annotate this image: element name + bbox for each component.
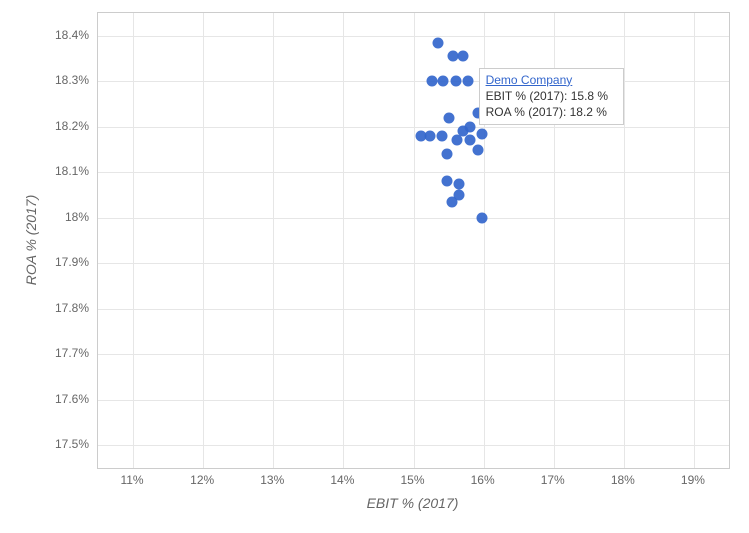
y-tick-label: 18.1% — [55, 164, 89, 178]
y-tick-label: 18% — [65, 210, 89, 224]
data-point[interactable] — [427, 76, 438, 87]
data-point[interactable] — [436, 130, 447, 141]
data-point[interactable] — [437, 76, 448, 87]
tooltip: Demo Company EBIT % (2017): 15.8 % ROA %… — [479, 68, 624, 126]
tooltip-title-link[interactable]: Demo Company — [486, 73, 573, 87]
data-point[interactable] — [476, 128, 487, 139]
y-tick-label: 17.6% — [55, 392, 89, 406]
x-tick-label: 15% — [400, 473, 424, 487]
gridline-horizontal — [98, 400, 729, 401]
data-point[interactable] — [476, 212, 487, 223]
y-tick-label: 17.7% — [55, 346, 89, 360]
data-point[interactable] — [450, 76, 461, 87]
data-point[interactable] — [443, 112, 454, 123]
scatter-chart: 11% 12% 13% 14% 15% 16% 17% 18% 19% 17.5% 17.6% 17… — [0, 0, 749, 533]
data-point[interactable] — [464, 135, 475, 146]
x-tick-label: 17% — [541, 473, 565, 487]
x-tick-label: 16% — [471, 473, 495, 487]
y-tick-label: 18.3% — [55, 73, 89, 87]
y-tick-label: 18.4% — [55, 28, 89, 42]
x-tick-label: 13% — [260, 473, 284, 487]
data-point[interactable] — [454, 190, 465, 201]
data-point[interactable] — [442, 149, 453, 160]
data-point[interactable] — [433, 37, 444, 48]
x-axis-title: EBIT % (2017) — [367, 495, 459, 511]
tooltip-line-2: ROA % (2017): 18.2 % — [486, 105, 607, 119]
gridline-horizontal — [98, 354, 729, 355]
y-axis-title: ROA % (2017) — [23, 194, 39, 285]
y-tick-label: 17.5% — [55, 437, 89, 451]
x-tick-label: 12% — [190, 473, 214, 487]
gridline-horizontal — [98, 309, 729, 310]
data-point[interactable] — [457, 51, 468, 62]
gridline-horizontal — [98, 36, 729, 37]
gridline-horizontal — [98, 263, 729, 264]
data-point[interactable] — [463, 76, 474, 87]
data-point[interactable] — [442, 176, 453, 187]
x-tick-label: 18% — [611, 473, 635, 487]
y-tick-label: 17.8% — [55, 301, 89, 315]
data-point[interactable] — [454, 178, 465, 189]
data-point[interactable] — [473, 144, 484, 155]
y-tick-label: 17.9% — [55, 255, 89, 269]
gridline-horizontal — [98, 445, 729, 446]
gridline-horizontal — [98, 127, 729, 128]
gridline-horizontal — [98, 172, 729, 173]
y-tick-label: 18.2% — [55, 119, 89, 133]
plot-area — [97, 12, 730, 469]
gridline-horizontal — [98, 218, 729, 219]
gridline-horizontal — [98, 81, 729, 82]
x-tick-label: 11% — [120, 473, 143, 487]
data-point[interactable] — [424, 130, 435, 141]
x-tick-label: 19% — [681, 473, 705, 487]
data-point[interactable] — [464, 121, 475, 132]
tooltip-line-1: EBIT % (2017): 15.8 % — [486, 89, 609, 103]
x-tick-label: 14% — [330, 473, 354, 487]
